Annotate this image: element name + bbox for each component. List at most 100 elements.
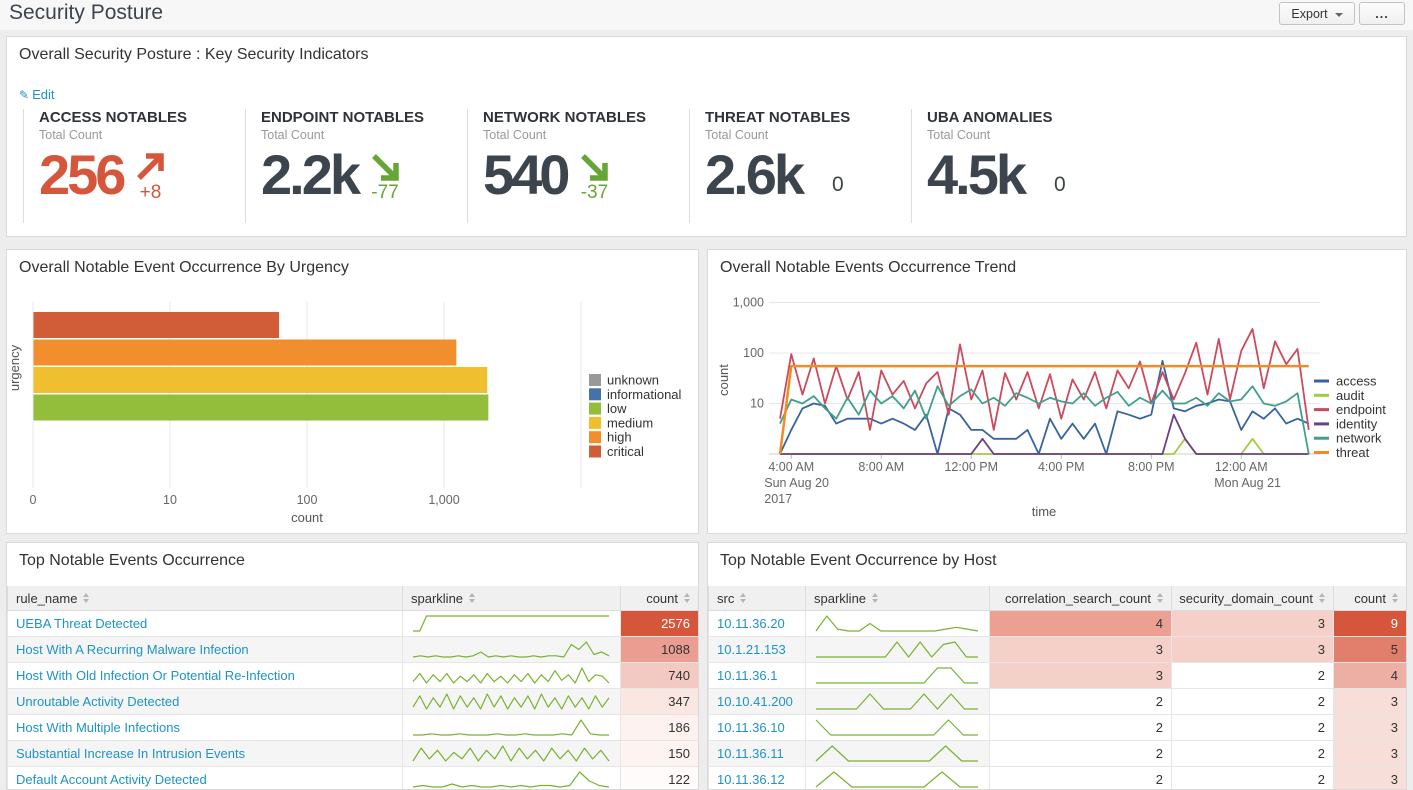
column-header-sparkline[interactable]: sparkline: [403, 586, 621, 611]
column-header-count[interactable]: count: [1334, 586, 1407, 611]
cell-link[interactable]: Default Account Activity Detected: [16, 772, 207, 787]
cell-link[interactable]: 10.10.41.200: [717, 694, 793, 709]
cell-link[interactable]: UEBA Threat Detected: [16, 616, 147, 631]
table-row: Host With Multiple Infections186: [8, 715, 699, 741]
legend-item-medium[interactable]: medium: [607, 415, 653, 430]
cell-count: 3: [1334, 689, 1407, 715]
cell-link[interactable]: 10.11.36.12: [717, 772, 785, 787]
sparkline: [814, 690, 980, 713]
kpi-sublabel: Total Count: [927, 128, 1133, 142]
key-security-indicators-panel: Overall Security Posture : Key Security …: [6, 36, 1407, 237]
trend-chart-panel: Overall Notable Events Occurrence Trend …: [707, 249, 1407, 534]
kpi-label: ENDPOINT NOTABLES: [261, 109, 467, 126]
cell-security_domain_count: 2: [1172, 689, 1334, 715]
export-button-label: Export: [1291, 7, 1327, 21]
column-header-sparkline[interactable]: sparkline: [806, 586, 990, 611]
cell-count: 2576: [621, 611, 699, 637]
legend-item-high[interactable]: high: [607, 430, 632, 445]
svg-text:4:00 AM: 4:00 AM: [768, 460, 814, 474]
cell-link[interactable]: 10.11.36.11: [717, 746, 784, 761]
kpi-sublabel: Total Count: [705, 128, 911, 142]
cell-link[interactable]: 10.11.36.20: [717, 616, 785, 631]
legend-item-endpoint[interactable]: endpoint: [1336, 402, 1386, 417]
kpi-sublabel: Total Count: [39, 128, 245, 142]
svg-text:10: 10: [163, 493, 177, 507]
table-row: 10.11.36.12223: [709, 767, 1407, 790]
cell-sparkline: [806, 767, 990, 790]
svg-text:urgency: urgency: [7, 344, 22, 391]
cell-count: 4: [1334, 663, 1407, 689]
table-row: Host With Old Infection Or Potential Re-…: [8, 663, 699, 689]
page-title: Security Posture: [9, 1, 163, 25]
cell-link[interactable]: Host With A Recurring Malware Infection: [16, 642, 249, 657]
export-button[interactable]: Export: [1279, 2, 1355, 25]
table-row: Substantial Increase In Intrusion Events…: [8, 741, 699, 767]
kpi-delta: -77: [371, 182, 398, 204]
cell-src: 10.11.36.11: [709, 741, 806, 767]
cell-link[interactable]: Substantial Increase In Intrusion Events: [16, 746, 245, 761]
cell-sparkline: [403, 689, 621, 715]
legend-item-informational[interactable]: informational: [607, 387, 682, 402]
cell-link[interactable]: Host With Multiple Infections: [16, 720, 180, 735]
sort-icon: [872, 593, 878, 603]
cell-rule_name: Host With A Recurring Malware Infection: [8, 637, 403, 663]
cell-link[interactable]: 10.11.36.10: [717, 720, 785, 735]
column-label: count: [1354, 591, 1386, 606]
column-header-correlation-search-count[interactable]: correlation_search_count: [990, 586, 1172, 611]
legend-item-access[interactable]: access: [1336, 374, 1377, 389]
cell-count: 347: [621, 689, 699, 715]
kpi-delta: 0: [1054, 173, 1066, 197]
cell-sparkline: [806, 689, 990, 715]
cell-correlation_search_count: 3: [990, 663, 1172, 689]
cell-src: 10.11.36.12: [709, 767, 806, 790]
trend-line-chart: 101001,0004:00 AMSun Aug 2020178:00 AM12…: [708, 250, 1406, 533]
sparkline: [411, 690, 611, 713]
column-header-rule-name[interactable]: rule_name: [8, 586, 403, 611]
legend-item-audit[interactable]: audit: [1336, 388, 1365, 403]
cell-link[interactable]: 10.11.36.1: [717, 668, 777, 683]
kpi-sublabel: Total Count: [483, 128, 689, 142]
column-header-security-domain-count[interactable]: security_domain_count: [1172, 586, 1334, 611]
cell-link[interactable]: Host With Old Infection Or Potential Re-…: [16, 668, 295, 683]
legend-item-network[interactable]: network: [1336, 431, 1382, 446]
sort-icon: [1157, 593, 1163, 603]
cell-count: 122: [621, 767, 699, 790]
legend-item-threat[interactable]: threat: [1336, 445, 1370, 460]
column-header-src[interactable]: src: [709, 586, 806, 611]
bar-low[interactable]: [34, 395, 489, 421]
events-table: rule_name sparkline count UEBA Threat Detec…: [7, 586, 699, 790]
cell-sparkline: [403, 637, 621, 663]
sort-icon: [469, 593, 475, 603]
kpi-endpoint-notables: ENDPOINT NOTABLESTotal Count2.2k-77: [245, 109, 467, 223]
sparkline: [411, 638, 611, 661]
column-header-count[interactable]: count: [621, 586, 699, 611]
bar-high[interactable]: [34, 340, 457, 366]
kpi-threat-notables: THREAT NOTABLESTotal Count2.6k0: [689, 109, 911, 223]
column-label: sparkline: [411, 591, 463, 606]
kpi-label: THREAT NOTABLES: [705, 109, 911, 126]
trend-down-arrow-icon: [370, 152, 400, 182]
cell-count: 740: [621, 663, 699, 689]
bar-critical[interactable]: [34, 312, 280, 338]
kpi-delta: -37: [581, 182, 608, 204]
bar-medium[interactable]: [34, 367, 488, 393]
legend-item-identity[interactable]: identity: [1336, 416, 1378, 431]
legend-item-low[interactable]: low: [607, 401, 627, 416]
table-row: 10.11.36.11223: [709, 741, 1407, 767]
legend-item-unknown[interactable]: unknown: [607, 373, 659, 388]
dashboard-header: Security Posture Export ...: [0, 0, 1413, 30]
cell-link[interactable]: Unroutable Activity Detected: [16, 694, 179, 709]
sparkline: [411, 716, 611, 739]
legend-item-critical[interactable]: critical: [607, 444, 644, 459]
column-label: src: [717, 591, 734, 606]
cell-correlation_search_count: 2: [990, 767, 1172, 790]
cell-count: 3: [1334, 715, 1407, 741]
more-actions-button[interactable]: ...: [1359, 2, 1405, 25]
cell-rule_name: Host With Old Infection Or Potential Re-…: [8, 663, 403, 689]
cell-security_domain_count: 2: [1172, 715, 1334, 741]
kpi-sublabel: Total Count: [261, 128, 467, 142]
edit-link[interactable]: ✎Edit: [19, 87, 54, 102]
cell-rule_name: Default Account Activity Detected: [8, 767, 403, 790]
sort-icon: [684, 593, 690, 603]
cell-link[interactable]: 10.1.21.153: [717, 642, 786, 657]
